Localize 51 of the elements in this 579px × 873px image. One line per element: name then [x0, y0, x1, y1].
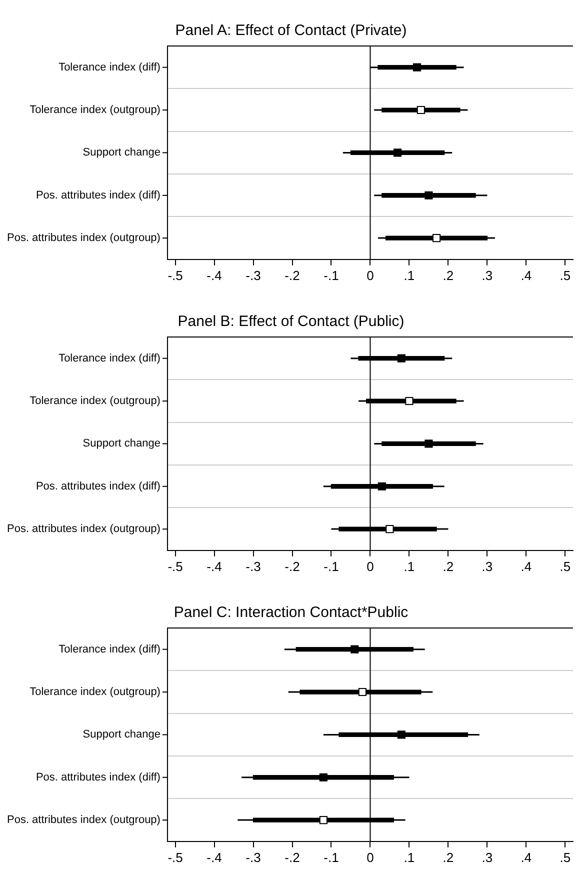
chart-title: Panel A: Effect of Contact (Private)	[175, 22, 407, 40]
y-tick-label: Tolerance index (diff)	[58, 61, 160, 74]
x-tick-label: -.1	[324, 850, 339, 865]
x-tick-label: .2	[442, 850, 454, 865]
x-tick-label: .4	[520, 850, 532, 865]
y-tick-label: Tolerance index (outgroup)	[30, 395, 160, 408]
x-tick-label: .3	[482, 558, 493, 574]
x-tick-label: -.3	[246, 268, 261, 283]
x-tick-label: .5	[560, 268, 571, 283]
x-tick-label: .3	[482, 268, 493, 283]
x-tick-label: -.2	[284, 850, 300, 865]
x-tick-label: -.5	[168, 268, 183, 283]
y-tick-label: Tolerance index (outgroup)	[30, 686, 160, 698]
x-tick-label: .3	[482, 850, 493, 865]
x-tick-label: .1	[404, 268, 415, 283]
x-tick-label: -.1	[324, 268, 339, 283]
x-tick-label: -.3	[246, 558, 261, 574]
x-tick-label: .1	[404, 558, 415, 574]
y-tick-label: Support change	[82, 438, 160, 450]
y-tick-label: Pos. attributes index (diff)	[36, 480, 160, 492]
x-tick-label: .4	[520, 558, 532, 574]
x-tick-label: -.3	[246, 850, 261, 865]
y-tick-label: Tolerance index (outgroup)	[30, 104, 160, 116]
x-tick-label: .2	[442, 268, 454, 283]
x-tick-label: .1	[404, 850, 415, 865]
x-tick-label: -.5	[168, 850, 183, 865]
x-tick-label: 0	[366, 268, 374, 283]
y-tick-label: Support change	[82, 146, 160, 159]
x-tick-label: -.4	[206, 268, 222, 283]
y-tick-label: Tolerance index (diff)	[58, 643, 160, 656]
y-tick-label: Pos. attributes index (outgroup)	[6, 232, 160, 244]
x-tick-label: .4	[520, 268, 532, 283]
y-tick-label: Pos. attributes index (outgroup)	[6, 523, 160, 536]
y-tick-label: Pos. attributes index (outgroup)	[6, 814, 160, 826]
x-tick-label: -.2	[284, 268, 300, 283]
chart-title: Panel C: Interaction Contact*Public	[174, 604, 409, 622]
x-tick-label: 0	[366, 850, 374, 865]
x-tick-label: .5	[560, 850, 571, 865]
y-tick-label: Support change	[82, 728, 160, 741]
x-tick-label: .5	[560, 558, 571, 574]
x-tick-label: -.1	[324, 558, 339, 574]
x-tick-label: .2	[442, 558, 454, 574]
x-tick-label: 0	[366, 558, 374, 574]
x-tick-label: -.2	[284, 558, 300, 574]
x-tick-label: -.4	[206, 850, 222, 865]
x-tick-label: -.4	[206, 558, 222, 574]
y-tick-label: Pos. attributes index (diff)	[36, 189, 160, 202]
chart-title: Panel B: Effect of Contact (Public)	[178, 313, 404, 330]
x-tick-label: -.5	[168, 558, 183, 574]
y-tick-label: Tolerance index (diff)	[58, 352, 160, 364]
y-tick-label: Pos. attributes index (diff)	[36, 771, 160, 784]
